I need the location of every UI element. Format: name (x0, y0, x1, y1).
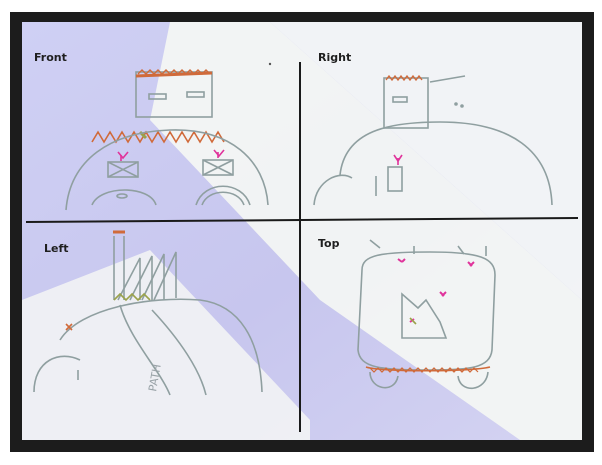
pencil-speck (268, 62, 272, 66)
label-left: Left (44, 242, 69, 255)
paper-light-corner (270, 22, 582, 300)
paper-light-bottom (22, 250, 310, 440)
path-annotation: PATH (146, 363, 164, 392)
label-top: Top (318, 237, 340, 250)
right-view (313, 74, 553, 206)
top-view (357, 239, 496, 390)
horizontal-divider (25, 217, 579, 223)
left-view (33, 230, 263, 396)
label-right: Right (318, 51, 351, 64)
front-view (65, 69, 269, 211)
sunlit-band (150, 22, 582, 440)
label-front: Front (34, 51, 67, 64)
